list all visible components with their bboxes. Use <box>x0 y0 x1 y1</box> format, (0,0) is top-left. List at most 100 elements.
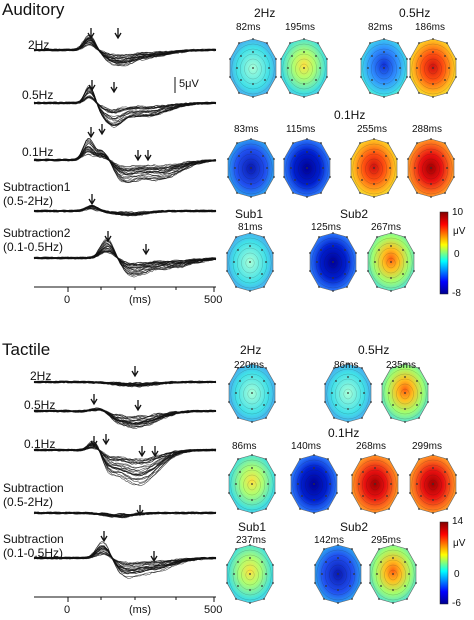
electrode-dot <box>385 179 387 181</box>
electrode-dot <box>265 261 267 263</box>
topo-map <box>229 38 277 98</box>
electrode-dot <box>420 471 422 473</box>
electrode-dot <box>263 598 265 600</box>
erp-trace <box>33 251 217 266</box>
map-title-01hz: 0.1Hz <box>328 426 360 440</box>
electrode-dot <box>228 383 230 385</box>
electrode-dot <box>378 548 380 550</box>
latency-label: 115ms <box>286 124 316 135</box>
electrode-dot <box>444 495 446 497</box>
electrode-dot <box>236 192 238 194</box>
electrode-dot <box>236 67 238 69</box>
electrode-dot <box>430 167 432 169</box>
subtraction2-label: Subtraction2 (0.1-0.5Hz) <box>3 226 70 254</box>
electrode-dot <box>369 42 371 44</box>
electrode-dot <box>313 512 315 514</box>
electrode-dot <box>430 138 432 140</box>
electrode-dot <box>404 363 406 365</box>
axis-tick-0: 0 <box>64 294 71 306</box>
electrode-dot <box>283 176 285 178</box>
erp-trace <box>33 91 217 120</box>
electrode-dot <box>427 401 429 403</box>
electrode-dot <box>448 483 450 485</box>
electrode-dot <box>406 598 408 600</box>
electrode-dot <box>446 167 448 169</box>
peak-arrow <box>142 244 150 256</box>
subtraction1-label: Subtraction1 (0.5-2Hz) <box>3 180 70 208</box>
electrode-dot <box>442 179 444 181</box>
electrode-dot <box>252 83 254 85</box>
axis-unit-ms: (ms) <box>129 604 151 616</box>
erp-trace <box>33 242 217 274</box>
electrode-dot <box>359 142 361 144</box>
electrode-dot <box>371 55 373 57</box>
electrode-dot <box>263 236 265 238</box>
electrode-dot <box>226 270 228 272</box>
electrode-dot <box>355 270 357 272</box>
electrode-dot <box>402 273 404 275</box>
electrode-dot <box>414 167 416 169</box>
topo-map <box>360 38 408 98</box>
electrode-dot <box>399 67 401 69</box>
electrode-dot <box>361 367 363 369</box>
electrode-dot <box>251 499 253 501</box>
electrode-dot <box>360 582 362 584</box>
erp-trace <box>33 207 217 215</box>
electrode-dot <box>380 561 382 563</box>
electrode-dot <box>272 252 274 254</box>
electrode-dot <box>250 196 252 198</box>
electrode-dot <box>432 96 434 98</box>
electrode-dot <box>318 236 320 238</box>
electrode-dot <box>397 492 399 494</box>
map-title-sub2: Sub2 <box>340 207 369 221</box>
electrode-dot <box>420 392 422 394</box>
peak-arrow <box>87 127 95 139</box>
electrode-dot <box>235 286 237 288</box>
electrode-dot <box>404 376 406 378</box>
electrode-dot <box>409 58 411 60</box>
electrode-dot <box>432 83 434 85</box>
electrode-dot <box>287 67 289 69</box>
electrode-dot <box>321 573 323 575</box>
electrode-dot <box>228 401 230 403</box>
electrode-dot <box>235 548 237 550</box>
electrode-dot <box>235 598 237 600</box>
electrode-dot <box>264 142 266 144</box>
electrode-dot <box>346 236 348 238</box>
peak-arrow <box>144 150 152 162</box>
electrode-dot <box>367 270 369 272</box>
electrode-dot <box>315 55 317 57</box>
subtraction2-label: Subtraction (0.1-0.5Hz) <box>3 532 64 560</box>
electrode-dot <box>408 573 410 575</box>
electrode-dot <box>261 249 263 251</box>
electrode-dot <box>359 192 361 194</box>
electrode-dot <box>249 589 251 591</box>
electrode-dot <box>351 474 353 476</box>
electrode-dot <box>303 51 305 53</box>
electrode-dot <box>453 158 455 160</box>
electrode-dot <box>390 417 392 419</box>
electrode-dot <box>337 557 339 559</box>
electrode-dot <box>381 401 383 403</box>
electrode-dot <box>252 96 254 98</box>
electrode-dot <box>320 192 322 194</box>
electrode-dot <box>323 548 325 550</box>
electrode-dot <box>263 286 265 288</box>
electrode-dot <box>383 96 385 98</box>
latency-label: 82ms <box>368 22 393 33</box>
topo-map <box>350 138 398 198</box>
electrode-dot <box>361 179 363 181</box>
electrode-dot <box>392 557 394 559</box>
erp-trace <box>33 551 217 568</box>
subtraction1-name: Subtraction1 <box>3 180 71 194</box>
electrode-dot <box>251 421 253 423</box>
electrode-dot <box>336 492 338 494</box>
trace-bundle-05hz <box>33 85 217 128</box>
electrode-dot <box>315 79 317 81</box>
subtraction2-range: (0.1-0.5Hz) <box>3 240 64 254</box>
electrode-dot <box>251 363 253 365</box>
electrode-dot <box>420 79 422 81</box>
electrode-dot <box>409 76 411 78</box>
electrode-dot <box>268 67 270 69</box>
electrode-dot <box>249 290 251 292</box>
